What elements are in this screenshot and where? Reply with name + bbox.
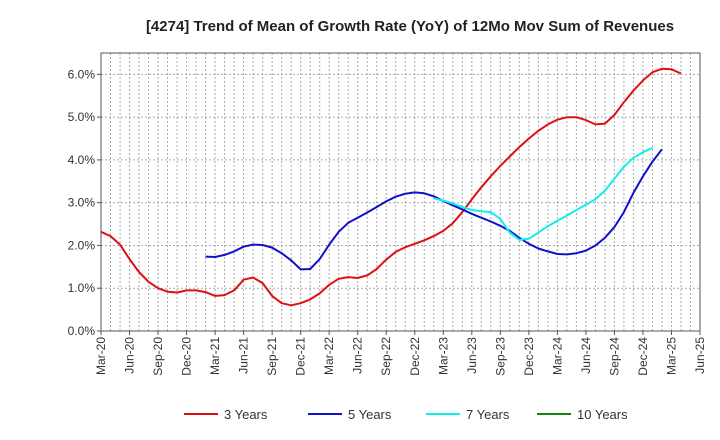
x-tick-label: Mar-24 xyxy=(550,337,564,375)
series-line-7-years xyxy=(433,146,653,241)
x-tick-label: Jun-23 xyxy=(465,337,479,374)
x-tick-label: Mar-21 xyxy=(208,337,222,375)
y-tick-label: 2.0% xyxy=(68,238,96,252)
x-tick-label: Mar-20 xyxy=(94,337,108,375)
x-tick-label: Jun-24 xyxy=(579,337,593,374)
y-tick-label: 5.0% xyxy=(68,110,96,124)
x-tick-label: Sep-21 xyxy=(265,337,279,376)
x-tick-label: Dec-21 xyxy=(294,337,308,376)
x-tick-label: Mar-23 xyxy=(436,337,450,375)
x-tick-label: Jun-22 xyxy=(351,337,365,374)
y-tick-label: 4.0% xyxy=(68,153,96,167)
legend-label-3-years: 3 Years xyxy=(224,407,268,422)
chart-title: [4274] Trend of Mean of Growth Rate (YoY… xyxy=(146,18,674,35)
x-tick-label: Dec-24 xyxy=(636,337,650,376)
y-tick-label: 6.0% xyxy=(68,67,96,81)
x-tick-label: Mar-22 xyxy=(322,337,336,375)
legend: 3 Years 5 Years 7 Years 10 Years xyxy=(184,407,628,422)
x-axis: Mar-20 Jun-20 Sep-20 Dec-20 Mar-21 Jun-21 Sep-… xyxy=(94,331,707,376)
x-tick-label: Sep-23 xyxy=(493,337,507,376)
legend-label-10-years: 10 Years xyxy=(577,407,628,422)
x-tick-label: Sep-24 xyxy=(607,337,621,376)
x-tick-label: Jun-20 xyxy=(123,337,137,374)
x-tick-label: Mar-25 xyxy=(664,337,678,375)
plot-frame xyxy=(100,52,701,332)
x-tick-label: Dec-23 xyxy=(522,337,536,376)
x-tick-label: Dec-22 xyxy=(408,337,422,376)
legend-label-5-years: 5 Years xyxy=(348,407,392,422)
y-tick-label: 0.0% xyxy=(68,324,96,338)
series-lines xyxy=(100,67,682,307)
series-line-3-years xyxy=(100,67,682,307)
series-line-5-years xyxy=(205,148,663,271)
x-tick-label: Jun-25 xyxy=(693,337,707,374)
y-axis: 0.0% 1.0% 2.0% 3.0% 4.0% 5.0% 6.0% xyxy=(68,67,101,338)
legend-label-7-years: 7 Years xyxy=(466,407,510,422)
x-tick-label: Sep-22 xyxy=(379,337,393,376)
x-tick-label: Dec-20 xyxy=(180,337,194,376)
x-tick-label: Sep-20 xyxy=(151,337,165,376)
x-tick-label: Jun-21 xyxy=(237,337,251,374)
y-tick-label: 1.0% xyxy=(68,281,96,295)
y-tick-label: 3.0% xyxy=(68,196,96,210)
